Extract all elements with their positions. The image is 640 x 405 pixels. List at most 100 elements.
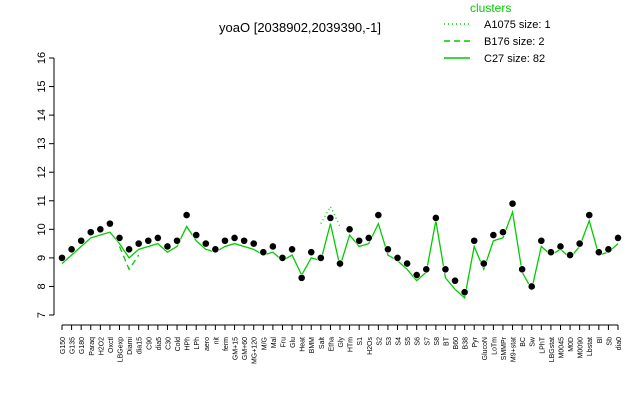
x-tick-label: M0D <box>568 337 575 352</box>
x-tick-label: B60 <box>453 337 460 350</box>
data-point <box>374 211 383 219</box>
x-tick-label: GM+60 <box>242 337 249 360</box>
y-tick-label: 11 <box>36 195 48 206</box>
data-point <box>221 236 229 245</box>
x-tick-label: S4 <box>396 337 403 346</box>
data-point <box>422 265 431 274</box>
data-point <box>594 248 603 257</box>
x-tick-label: Pyr <box>472 336 479 347</box>
data-point <box>403 259 412 268</box>
legend-label: A1075 size: 1 <box>484 19 551 31</box>
data-point <box>77 236 86 245</box>
data-point <box>585 211 594 219</box>
y-tick-label: 15 <box>36 80 48 92</box>
data-point <box>211 245 220 254</box>
legend-label: B176 size: 2 <box>484 36 545 48</box>
x-tick-label: HTm <box>348 337 355 352</box>
x-tick-label: LBGexp <box>118 337 125 362</box>
x-tick-label: H2O2 <box>98 337 105 355</box>
x-tick-label: M0090 <box>578 337 585 359</box>
x-tick-label: Lbstat <box>587 337 594 356</box>
data-point <box>106 219 114 228</box>
series-line <box>118 246 140 271</box>
data-point <box>470 236 479 245</box>
data-point <box>153 233 162 242</box>
x-tick-label: nit <box>213 337 220 344</box>
y-tick-label: 14 <box>36 109 48 121</box>
data-point <box>58 253 66 262</box>
x-tick-label: Cold <box>175 337 182 352</box>
chart-title: yoaO [2038902,2039390,-1] <box>219 20 381 35</box>
x-tick-label: Sb <box>606 337 613 346</box>
data-point <box>566 251 574 259</box>
x-tick-label: S2 <box>376 337 383 346</box>
x-tick-label: M/G <box>261 337 268 350</box>
legend-title: clusters <box>470 1 511 15</box>
data-point <box>451 276 459 285</box>
data-point <box>288 245 296 254</box>
data-point <box>307 248 316 257</box>
x-tick-label: S1 <box>357 337 364 346</box>
data-point <box>518 265 527 274</box>
x-tick-label: SMMPr <box>501 336 508 360</box>
y-tick-label: 8 <box>36 283 48 289</box>
data-point <box>259 248 268 257</box>
data-point <box>431 214 440 222</box>
y-tick-label: 10 <box>36 223 48 235</box>
data-point <box>556 242 565 251</box>
x-tick-label: S3 <box>386 337 393 346</box>
data-point <box>441 265 450 274</box>
x-tick-label: Salt <box>319 337 326 349</box>
x-tick-label: Fru <box>280 337 287 348</box>
x-tick-label: G150 <box>60 337 67 354</box>
data-point <box>182 211 191 219</box>
x-tick-label: Gly <box>338 337 345 348</box>
data-point <box>489 231 498 239</box>
x-tick-label: BMM <box>309 337 316 354</box>
x-tick-label: C30 <box>165 337 172 350</box>
data-point <box>546 248 555 257</box>
x-tick-label: Heat <box>300 337 307 352</box>
data-point <box>355 236 364 245</box>
data-point <box>345 225 354 234</box>
data-point <box>230 233 239 242</box>
data-point <box>86 228 95 237</box>
data-point <box>326 214 335 222</box>
y-tick-label: 13 <box>36 138 48 150</box>
data-point <box>297 273 306 282</box>
x-tick-label: HPh <box>185 337 192 351</box>
x-tick-label: H2Os <box>367 337 374 355</box>
y-tick-label: 9 <box>36 255 48 261</box>
x-tick-label: S6 <box>415 337 422 346</box>
x-tick-label: G135 <box>70 337 77 354</box>
x-tick-label: Etha <box>328 337 335 352</box>
x-tick-label: ferm <box>223 337 230 351</box>
x-tick-label: aero <box>204 337 211 351</box>
x-tick-label: Bl <box>597 337 604 344</box>
data-point <box>412 271 421 279</box>
x-tick-label: GM+15 <box>233 337 240 360</box>
data-point <box>604 245 613 254</box>
data-point <box>316 253 325 262</box>
x-tick-label: M9+stat <box>511 337 518 362</box>
x-tick-label: Glu <box>290 337 297 348</box>
x-tick-label: C90 <box>146 337 153 350</box>
x-tick-label: LoTm <box>491 337 498 355</box>
data-point <box>575 239 584 248</box>
x-tick-label: Sw <box>530 336 537 347</box>
x-tick-label: BC <box>520 337 527 347</box>
x-tick-label: Paraq <box>89 337 96 356</box>
data-point <box>144 236 153 245</box>
data-point <box>134 239 143 248</box>
data-point <box>499 228 507 237</box>
data-point <box>96 225 105 234</box>
data-point <box>201 239 210 248</box>
data-point <box>249 239 258 248</box>
data-point <box>460 288 469 297</box>
x-tick-label: Mal <box>271 337 278 349</box>
y-tick-label: 12 <box>36 166 48 178</box>
x-tick-label: B38 <box>463 337 470 350</box>
x-tick-label: MG+120 <box>252 337 259 364</box>
data-point <box>537 236 546 245</box>
